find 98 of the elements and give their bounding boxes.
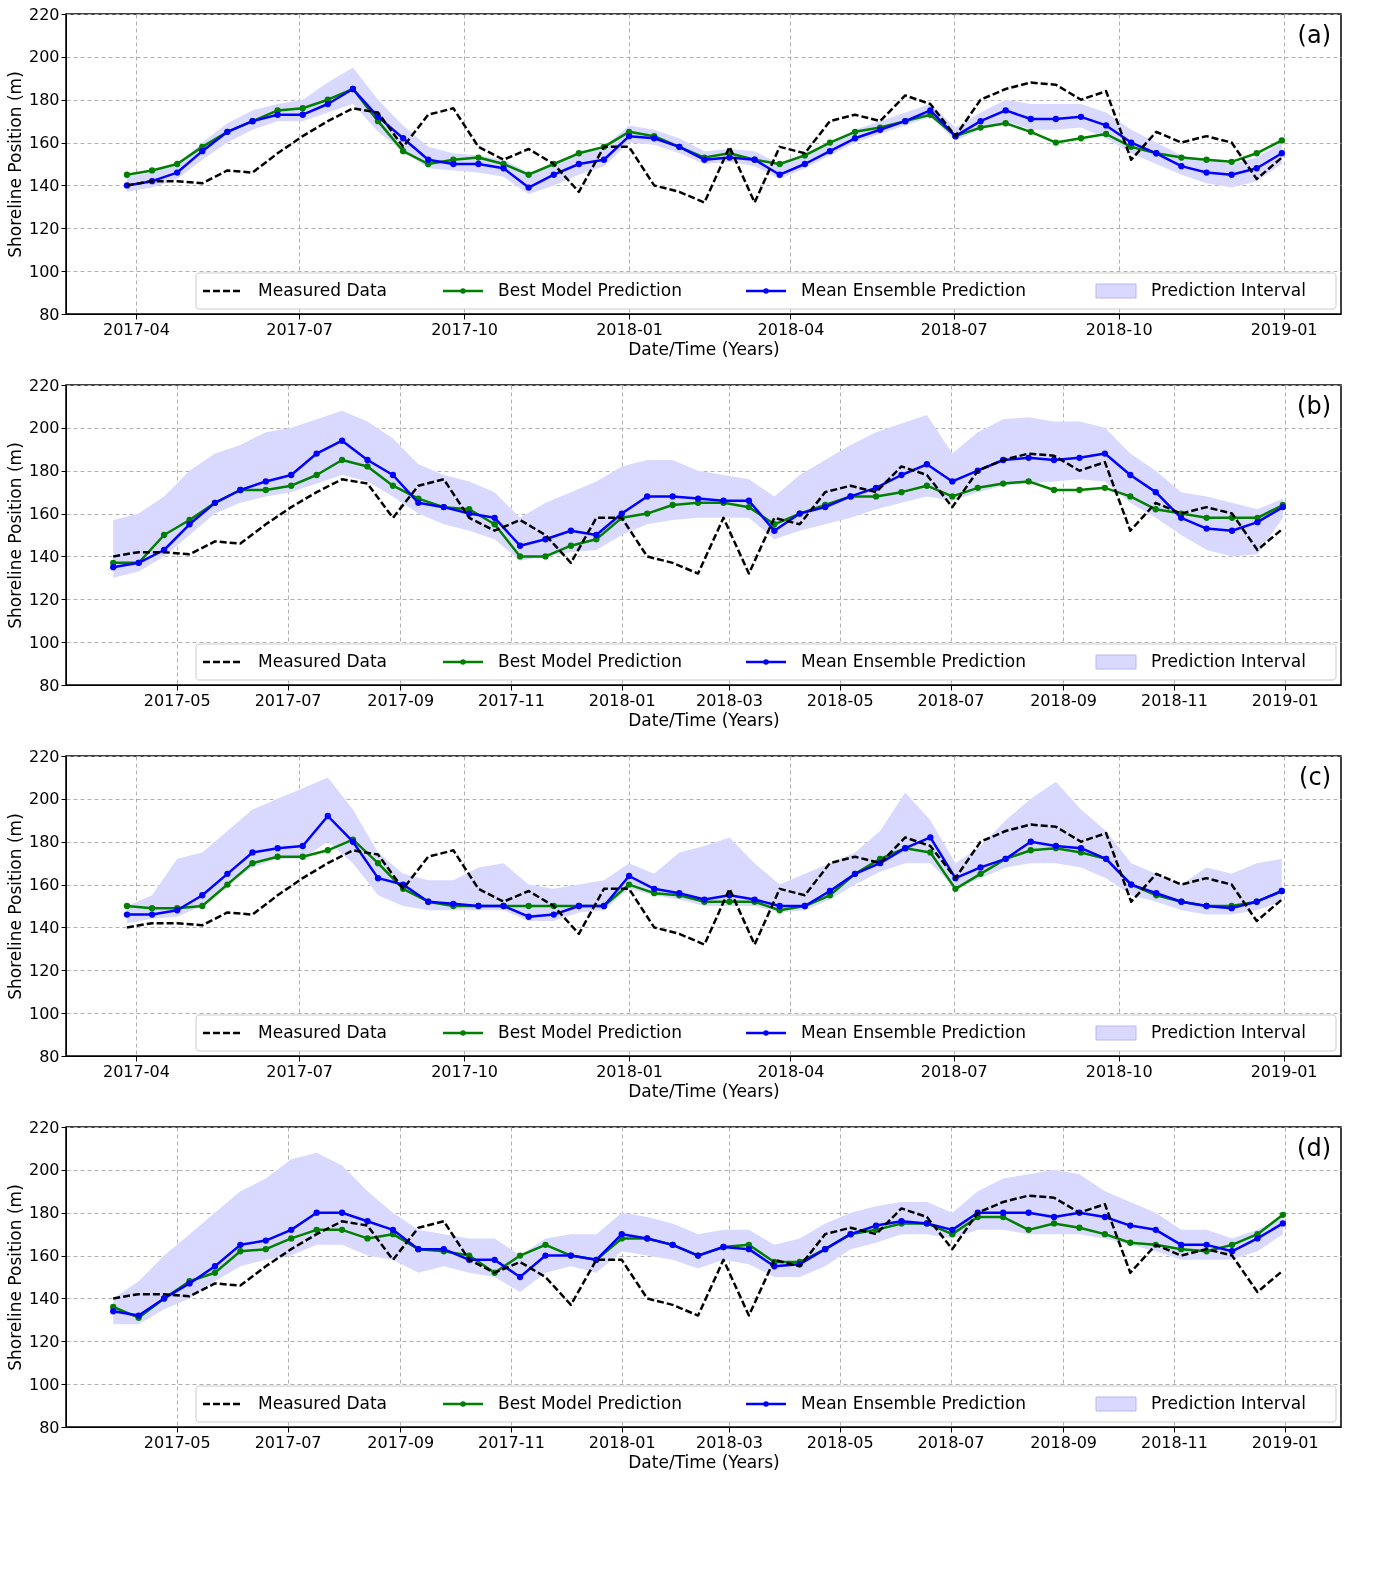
x-tick-label: 2017-04 xyxy=(103,319,170,339)
x-tick-label: 2018-01 xyxy=(588,1432,656,1452)
y-tick-label: 120 xyxy=(28,589,60,609)
x-tick-label: 2017-05 xyxy=(143,1432,211,1452)
y-tick-label: 100 xyxy=(28,261,60,281)
y-tick-label: 200 xyxy=(28,418,60,438)
y-tick-label: 100 xyxy=(28,632,60,652)
y-tick-label: 140 xyxy=(28,917,60,937)
y-tick-label: 220 xyxy=(28,746,60,766)
legend-label: Mean Ensemble Prediction xyxy=(801,651,1026,671)
x-tick-label: 2018-05 xyxy=(806,690,874,710)
x-tick-label: 2017-07 xyxy=(266,1061,334,1081)
y-tick-label: 100 xyxy=(28,1003,60,1023)
y-tick-label: 160 xyxy=(28,133,60,153)
x-tick-label: 2017-07 xyxy=(266,319,334,339)
x-tick-label: 2018-03 xyxy=(696,1432,763,1452)
x-tick-label: 2018-11 xyxy=(1140,1432,1208,1452)
x-tick-label: 2018-09 xyxy=(1030,690,1098,710)
y-axis-title: Shoreline Position (m) xyxy=(4,442,25,629)
y-tick-label: 120 xyxy=(28,960,60,980)
x-tick-label: 2019-01 xyxy=(1251,1432,1319,1452)
y-tick-label: 120 xyxy=(28,1331,60,1351)
y-axis-title: Shoreline Position (m) xyxy=(4,71,25,258)
x-tick-label: 2018-07 xyxy=(920,1061,988,1081)
x-tick-label: 2018-01 xyxy=(588,690,656,710)
legend-label: Mean Ensemble Prediction xyxy=(801,280,1026,300)
x-tick-label: 2019-01 xyxy=(1250,1061,1318,1081)
x-tick-label: 2018-09 xyxy=(1030,1432,1098,1452)
x-tick-label: 2017-07 xyxy=(254,690,322,710)
legend-label: Measured Data xyxy=(258,1022,388,1042)
x-tick-label: 2017-07 xyxy=(254,1432,322,1452)
y-tick-label: 100 xyxy=(28,1374,60,1394)
x-axis-title: Date/Time (Years) xyxy=(628,709,780,730)
y-tick-label: 160 xyxy=(28,1246,60,1266)
x-tick-label: 2018-04 xyxy=(757,319,825,339)
x-tick-label: 2019-01 xyxy=(1251,690,1319,710)
y-tick-label: 80 xyxy=(39,1046,60,1066)
annotation: (a) xyxy=(1297,21,1331,49)
y-tick-label: 180 xyxy=(28,1203,60,1223)
x-tick-label: 2017-04 xyxy=(103,1061,170,1081)
x-tick-label: 2018-01 xyxy=(596,1061,664,1081)
x-tick-label: 2017-11 xyxy=(478,690,545,710)
x-tick-label: 2018-10 xyxy=(1085,319,1153,339)
x-axis-title: Date/Time (Years) xyxy=(628,338,780,359)
legend-label: Best Model Prediction xyxy=(498,1022,682,1042)
x-tick-label: 2018-01 xyxy=(596,319,664,339)
x-tick-label: 2017-11 xyxy=(478,1432,545,1452)
x-tick-label: 2018-11 xyxy=(1140,690,1208,710)
y-tick-label: 120 xyxy=(28,218,60,238)
legend-label: Mean Ensemble Prediction xyxy=(801,1022,1026,1042)
annotation: (c) xyxy=(1299,763,1331,791)
x-axis-title: Date/Time (Years) xyxy=(628,1080,780,1101)
legend-label: Best Model Prediction xyxy=(498,280,682,300)
y-tick-label: 200 xyxy=(28,789,60,809)
x-tick-label: 2018-07 xyxy=(917,1432,985,1452)
legend-label: Measured Data xyxy=(258,651,388,671)
y-tick-label: 80 xyxy=(39,1417,60,1437)
legend-label: Prediction Interval xyxy=(1151,651,1306,671)
annotation: (d) xyxy=(1297,1134,1331,1162)
y-tick-label: 180 xyxy=(28,461,60,481)
y-tick-label: 80 xyxy=(39,304,60,324)
y-tick-label: 220 xyxy=(28,1117,60,1137)
y-tick-label: 80 xyxy=(39,675,60,695)
legend-label: Measured Data xyxy=(258,280,388,300)
legend-label: Prediction Interval xyxy=(1151,1393,1306,1413)
y-tick-label: 160 xyxy=(28,504,60,524)
y-tick-label: 220 xyxy=(28,4,60,24)
y-tick-label: 220 xyxy=(28,375,60,395)
x-tick-label: 2018-03 xyxy=(696,690,763,710)
annotation: (b) xyxy=(1297,392,1331,420)
x-tick-label: 2017-10 xyxy=(431,1061,499,1081)
y-tick-label: 140 xyxy=(28,1288,60,1308)
x-tick-label: 2018-07 xyxy=(917,690,985,710)
x-tick-label: 2019-01 xyxy=(1250,319,1318,339)
y-tick-label: 180 xyxy=(28,832,60,852)
legend-label: Prediction Interval xyxy=(1151,1022,1306,1042)
legend-label: Prediction Interval xyxy=(1151,280,1306,300)
x-tick-label: 2018-07 xyxy=(920,319,988,339)
x-tick-label: 2017-09 xyxy=(367,1432,435,1452)
legend-label: Best Model Prediction xyxy=(498,651,682,671)
y-tick-label: 200 xyxy=(28,1160,60,1180)
y-axis-title: Shoreline Position (m) xyxy=(4,1184,25,1371)
x-tick-label: 2018-05 xyxy=(806,1432,874,1452)
y-tick-label: 140 xyxy=(28,546,60,566)
x-axis-title: Date/Time (Years) xyxy=(628,1451,780,1472)
x-tick-label: 2017-09 xyxy=(367,690,435,710)
x-tick-label: 2017-10 xyxy=(431,319,499,339)
y-tick-label: 160 xyxy=(28,875,60,895)
x-tick-label: 2018-04 xyxy=(757,1061,825,1081)
y-tick-label: 140 xyxy=(28,175,60,195)
y-axis-title: Shoreline Position (m) xyxy=(4,813,25,1000)
legend-label: Mean Ensemble Prediction xyxy=(801,1393,1026,1413)
x-tick-label: 2018-10 xyxy=(1085,1061,1153,1081)
y-tick-label: 180 xyxy=(28,90,60,110)
legend-label: Best Model Prediction xyxy=(498,1393,682,1413)
legend-label: Measured Data xyxy=(258,1393,388,1413)
x-tick-label: 2017-05 xyxy=(143,690,211,710)
y-tick-label: 200 xyxy=(28,47,60,67)
